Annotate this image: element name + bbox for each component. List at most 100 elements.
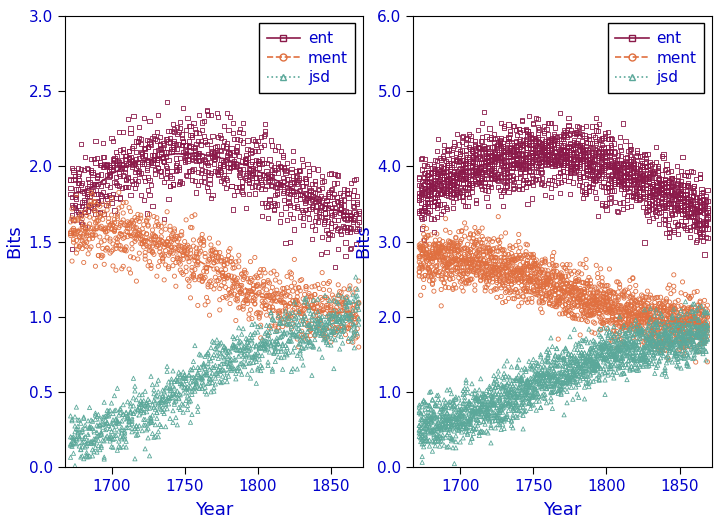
Point	[664, 344, 675, 353]
Point	[221, 151, 233, 159]
Point	[302, 160, 313, 168]
Point	[532, 285, 544, 293]
Point	[490, 383, 501, 392]
Point	[644, 205, 655, 214]
Point	[440, 215, 452, 223]
Point	[209, 363, 220, 372]
Point	[305, 337, 316, 345]
Point	[623, 317, 634, 325]
Point	[599, 158, 610, 166]
Point	[582, 280, 593, 288]
Point	[213, 268, 224, 276]
Point	[179, 158, 191, 166]
Point	[260, 339, 271, 348]
Point	[626, 164, 637, 173]
Point	[270, 276, 281, 284]
Point	[261, 345, 273, 353]
Point	[203, 311, 215, 319]
Point	[233, 338, 244, 347]
Point	[301, 177, 312, 186]
Point	[554, 369, 565, 377]
Point	[131, 216, 142, 224]
Point	[416, 265, 428, 273]
Point	[620, 340, 631, 349]
Point	[87, 180, 99, 188]
Point	[469, 238, 480, 246]
Point	[196, 277, 208, 286]
Point	[665, 174, 677, 182]
Point	[226, 366, 237, 375]
Point	[684, 341, 695, 349]
Point	[470, 394, 482, 402]
Point	[562, 280, 573, 288]
Point	[436, 249, 447, 258]
Point	[273, 169, 284, 177]
Point	[560, 301, 572, 309]
Point	[234, 281, 246, 290]
Point	[669, 306, 681, 314]
Point	[618, 350, 630, 358]
Point	[682, 197, 694, 205]
Point	[312, 194, 324, 202]
Point	[545, 373, 557, 381]
Point	[261, 166, 273, 175]
Point	[210, 148, 221, 156]
Point	[574, 356, 586, 365]
Point	[240, 291, 252, 300]
Point	[702, 234, 713, 242]
Point	[532, 128, 544, 136]
Point	[620, 360, 631, 369]
Point	[302, 299, 313, 307]
Point	[122, 222, 133, 230]
Point	[651, 143, 662, 151]
Point	[267, 315, 278, 323]
Point	[481, 154, 493, 163]
Point	[287, 348, 298, 356]
Point	[686, 318, 697, 326]
Point	[674, 181, 685, 190]
Point	[264, 195, 275, 203]
Point	[610, 337, 621, 345]
Point	[599, 301, 610, 309]
Point	[474, 152, 485, 160]
Point	[460, 190, 472, 198]
Point	[592, 153, 603, 162]
Point	[459, 183, 470, 191]
Point	[88, 435, 100, 443]
Point	[636, 355, 647, 363]
Point	[280, 347, 291, 355]
Point	[504, 172, 516, 181]
Point	[293, 284, 304, 292]
Point	[645, 315, 656, 323]
Point	[145, 157, 157, 165]
Point	[413, 432, 425, 440]
Point	[675, 308, 687, 316]
Point	[551, 294, 562, 302]
Point	[326, 193, 338, 202]
Point	[630, 337, 641, 345]
Point	[91, 200, 103, 208]
Legend: ent, ment, jsd: ent, ment, jsd	[608, 24, 704, 93]
Point	[637, 362, 649, 371]
Point	[478, 152, 490, 160]
Point	[173, 140, 185, 148]
Point	[444, 237, 456, 246]
Point	[306, 195, 318, 204]
Point	[504, 269, 516, 278]
Point	[283, 313, 294, 321]
Point	[563, 114, 574, 122]
Point	[324, 319, 335, 327]
Point	[679, 321, 691, 329]
Point	[644, 329, 655, 338]
Point	[595, 136, 606, 144]
Point	[236, 339, 247, 347]
Point	[510, 267, 521, 275]
Point	[460, 157, 472, 165]
Point	[689, 313, 700, 321]
Point	[546, 382, 558, 391]
Point	[313, 194, 325, 203]
Point	[564, 173, 576, 182]
Point	[697, 311, 709, 319]
Point	[157, 139, 168, 147]
Point	[270, 343, 281, 351]
